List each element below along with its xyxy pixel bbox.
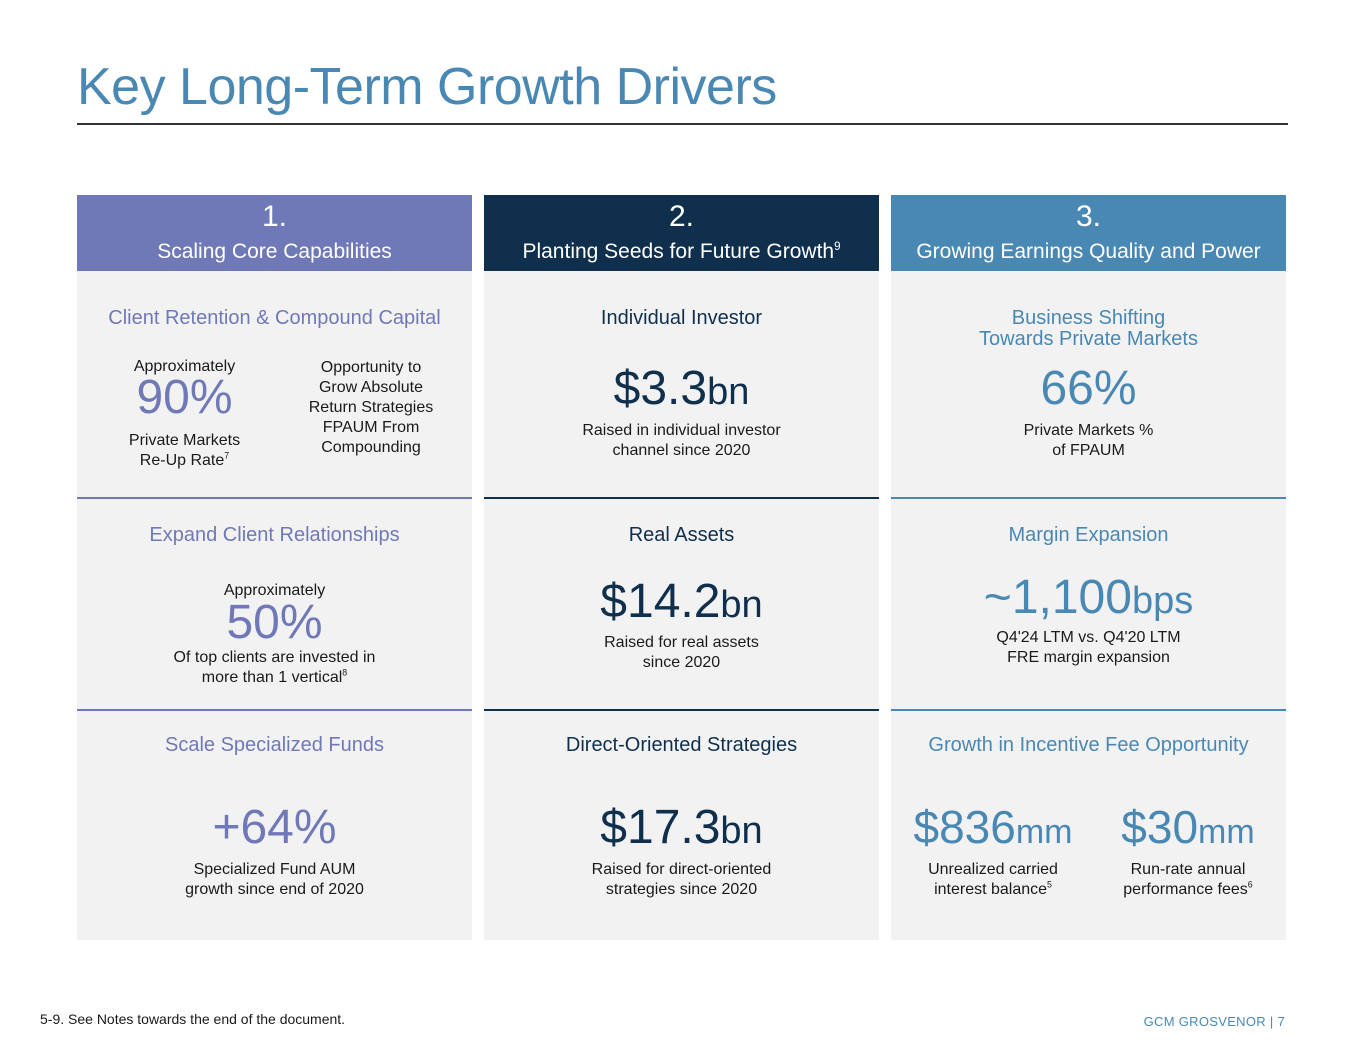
stat-caption-line2: since 2020: [642, 654, 721, 671]
section-title: Real Assets: [628, 524, 735, 546]
stat-caption-line1: Private Markets %: [1023, 422, 1154, 439]
section-title: Growth in Incentive Fee Opportunity: [928, 734, 1249, 756]
stat-caption-line2: strategies since 2020: [605, 881, 758, 898]
footer-brand-page: GCM GROSVENOR | 7: [1143, 1014, 1285, 1029]
column-scaling-core-capabilities: 1. Scaling Core Capabilities Client Rete…: [77, 195, 472, 940]
column-number: 1.: [261, 200, 288, 233]
stat-caption-line2: FRE margin expansion: [1007, 649, 1170, 666]
column-title: Scaling Core Capabilities: [157, 240, 392, 263]
section-title-line2: Towards Private Markets: [979, 328, 1198, 350]
stat-caption-line1: Q4'24 LTM vs. Q4'20 LTM: [996, 629, 1181, 646]
stat-caption-line2: channel since 2020: [612, 442, 751, 459]
footnote-ref: 7: [224, 450, 230, 461]
stat-caption-line1: Of top clients are invested in: [173, 649, 376, 666]
opportunity-line: Return Strategies: [308, 399, 434, 416]
column-growing-earnings: 3. Growing Earnings Quality and Power Bu…: [891, 195, 1286, 940]
stat-value: 90%: [136, 371, 233, 424]
carried-interest-stat: $836mm Unrealized carried interest balan…: [899, 804, 1087, 900]
stat-value: 66%: [1040, 362, 1137, 415]
stat-caption-line1: Raised for real assets: [604, 634, 759, 651]
stat-caption-line1: Raised for direct-oriented: [591, 861, 772, 878]
stat-caption-line2: more than 1 vertical8: [201, 667, 348, 686]
column-header: 1. Scaling Core Capabilities: [77, 195, 472, 271]
section-scale-specialized-funds: Scale Specialized Funds +64% Specialized…: [77, 710, 472, 940]
footnote-ref: 5: [1047, 879, 1052, 890]
section-individual-investor: Individual Investor $3.3bn Raised in ind…: [484, 271, 879, 498]
opportunity-line: Compounding: [321, 439, 421, 456]
title-divider: [77, 123, 1288, 125]
performance-fees-stat: $30mm Run-rate annual performance fees6: [1094, 804, 1282, 900]
section-title-line1: Business Shifting: [1011, 307, 1166, 329]
column-title: Planting Seeds for Future Growth9: [522, 240, 841, 263]
stat-value: 50%: [226, 596, 323, 649]
stat-caption-line2: growth since end of 2020: [185, 881, 364, 898]
column-number: 3.: [1075, 200, 1102, 233]
stat-caption-line2: performance fees6: [1123, 879, 1253, 898]
section-title: Expand Client Relationships: [149, 524, 400, 546]
stat-value: $14.2bn: [600, 575, 763, 628]
section-divider: [77, 497, 472, 499]
column-header: 3. Growing Earnings Quality and Power: [891, 195, 1286, 271]
stat-caption-line2: Re-Up Rate7: [139, 450, 230, 469]
section-incentive-fee-opportunity: Growth in Incentive Fee Opportunity $836…: [891, 710, 1286, 940]
stat-caption-line1: Specialized Fund AUM: [193, 861, 356, 878]
stat-value: $3.3bn: [613, 362, 750, 415]
section-title: Individual Investor: [600, 307, 763, 329]
section-divider: [77, 709, 472, 711]
section-divider: [484, 497, 879, 499]
footnote-ref: 8: [342, 667, 348, 678]
section-margin-expansion: Margin Expansion ~1,100bps Q4'24 LTM vs.…: [891, 498, 1286, 710]
footnote-ref: 9: [834, 241, 841, 253]
column-planting-seeds: 2. Planting Seeds for Future Growth9 Ind…: [484, 195, 879, 940]
stat-value: $17.3bn: [600, 801, 763, 854]
section-title: Client Retention & Compound Capital: [108, 307, 441, 329]
opportunity-line: Opportunity to: [320, 359, 422, 376]
stat-caption-line1: Run-rate annual: [1130, 861, 1246, 878]
stat-caption-line1: Raised in individual investor: [582, 422, 781, 439]
section-divider: [891, 709, 1286, 711]
stat-value: ~1,100bps: [983, 571, 1194, 624]
stat-prefix: Approximately: [133, 358, 236, 375]
re-up-rate-stat: Approximately 90% Private Markets Re-Up …: [107, 357, 262, 471]
page-title: Key Long-Term Growth Drivers: [77, 58, 777, 116]
column-number: 2.: [668, 200, 695, 233]
stat-prefix: Approximately: [223, 582, 326, 599]
section-direct-oriented-strategies: Direct-Oriented Strategies $17.3bn Raise…: [484, 710, 879, 940]
opportunity-line: Grow Absolute: [318, 379, 424, 396]
section-divider: [484, 709, 879, 711]
section-business-shifting: Business Shifting Towards Private Market…: [891, 271, 1286, 498]
section-title: Margin Expansion: [1008, 524, 1169, 546]
opportunity-text: Opportunity to Grow Absolute Return Stra…: [287, 358, 455, 458]
stat-value: $836mm: [913, 801, 1073, 853]
section-title: Scale Specialized Funds: [164, 734, 384, 756]
stat-caption-line1: Private Markets: [128, 432, 241, 449]
stat-caption-line2: of FPAUM: [1052, 442, 1125, 459]
section-divider: [891, 497, 1286, 499]
section-expand-client-relationships: Expand Client Relationships Approximatel…: [77, 498, 472, 710]
section-real-assets: Real Assets $14.2bn Raised for real asse…: [484, 498, 879, 710]
opportunity-line: FPAUM From: [322, 419, 420, 436]
stat-caption-line2: interest balance5: [934, 879, 1052, 898]
column-title: Growing Earnings Quality and Power: [916, 240, 1261, 263]
section-title: Direct-Oriented Strategies: [565, 734, 798, 756]
column-header: 2. Planting Seeds for Future Growth9: [484, 195, 879, 271]
section-client-retention: Client Retention & Compound Capital Appr…: [77, 271, 472, 498]
stat-caption-line1: Unrealized carried: [928, 861, 1058, 878]
stat-value: $30mm: [1121, 801, 1255, 853]
footnote-ref: 6: [1247, 879, 1253, 890]
footnote-text: 5-9. See Notes towards the end of the do…: [40, 1011, 346, 1027]
stat-value: +64%: [212, 801, 337, 854]
